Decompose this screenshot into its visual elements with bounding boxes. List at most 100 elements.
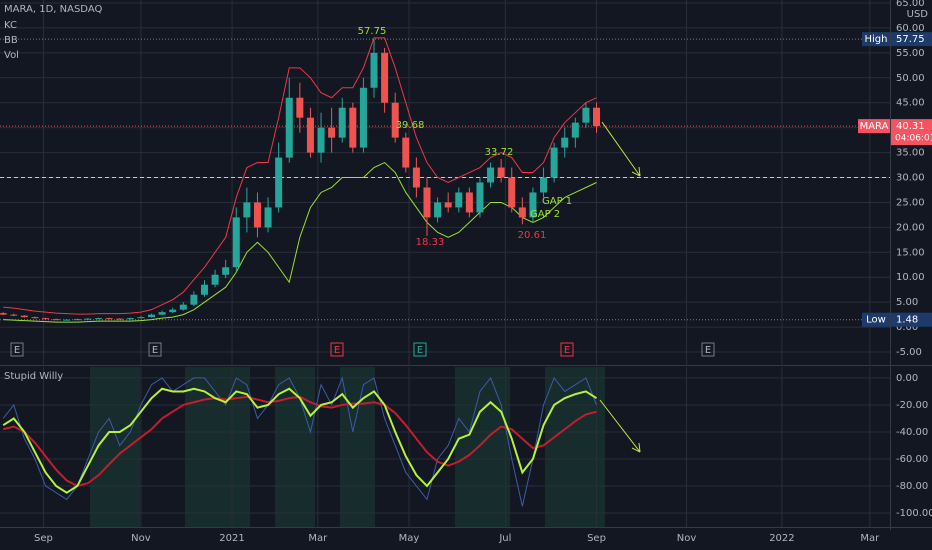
y-tick-label: 50.00 (896, 73, 925, 84)
x-tick-label: 2021 (219, 533, 244, 544)
annotation: 33.72 (485, 147, 514, 158)
tag-value: 1.48 (896, 315, 918, 326)
candle-body (508, 177, 516, 208)
candle-body (137, 317, 145, 319)
y-tick-label: -20.00 (896, 400, 928, 411)
candle-body (264, 207, 272, 228)
x-tick-label: Jul (498, 533, 511, 544)
candle-body (338, 107, 346, 138)
annotation: 18.33 (416, 237, 445, 248)
candle-body (370, 52, 378, 88)
indicator-line (3, 37, 597, 315)
candle-body (571, 122, 579, 138)
events: E E E E E E (10, 342, 715, 357)
tag-label: High (865, 34, 888, 45)
event-box (10, 342, 24, 357)
candle-body (296, 97, 304, 118)
y-tick-label: 10.00 (896, 272, 925, 283)
oscillator-title: Stupid Willy (4, 371, 63, 382)
candle-body (211, 274, 219, 285)
candle-body (126, 318, 134, 320)
candle-body (52, 319, 60, 321)
candle-body (243, 202, 251, 218)
indicator-label: KC (4, 20, 17, 31)
candle-body (148, 314, 156, 318)
candle-body (0, 313, 7, 315)
y-tick-label: -60.00 (896, 454, 928, 465)
candle-body (582, 107, 590, 123)
indicator-line (3, 161, 597, 323)
currency: USD (907, 9, 929, 20)
candle-body (275, 157, 283, 208)
annotation: 20.61 (518, 230, 547, 241)
x-tick-label: Mar (860, 533, 880, 544)
candle-body (550, 147, 558, 178)
shade (275, 367, 315, 527)
indicator-label: Vol (4, 50, 19, 61)
y-tick-label: 20.00 (896, 222, 925, 233)
candle-body (455, 192, 463, 208)
x-tick-label: May (399, 533, 420, 544)
candle-body (42, 318, 50, 320)
y-tick-label: 0.00 (896, 322, 918, 333)
candle-body (381, 52, 389, 103)
candle-body (423, 187, 431, 218)
tag-box (891, 312, 932, 327)
event-box (701, 342, 715, 357)
event-box (560, 342, 574, 357)
arrow (601, 121, 641, 177)
annotation: GAP 1 (542, 196, 572, 207)
candle-body (232, 217, 240, 268)
y-tick-label: 35.00 (896, 148, 925, 159)
event: E (152, 345, 158, 356)
tag-box (862, 312, 890, 327)
candle-body (179, 304, 187, 310)
candle-body (518, 207, 526, 218)
shade (185, 367, 250, 527)
tag-box (891, 119, 932, 146)
event-box (330, 342, 344, 357)
candle-body (359, 87, 367, 148)
candle-body (529, 192, 537, 218)
x-tick-label: Sep (587, 533, 606, 544)
candle-body (285, 97, 293, 158)
y-tick-label: 15.00 (896, 247, 925, 258)
y-tick-label: 5.00 (896, 297, 918, 308)
tag-box (858, 119, 890, 134)
candle-body (444, 202, 452, 208)
event: E (564, 345, 570, 356)
candle-body (20, 315, 28, 318)
event-box (148, 342, 162, 357)
candle-body (487, 167, 495, 183)
countdown: 04:06:01 (895, 134, 932, 144)
tag-label: Low (866, 315, 886, 326)
y-tick-label: 45.00 (896, 98, 925, 109)
y-tick-label: -100.00 (896, 508, 932, 519)
candle-body (593, 107, 601, 127)
x-tick-label: Nov (677, 533, 697, 544)
y-tick-label: -5.00 (896, 347, 922, 358)
candle-body (412, 167, 420, 188)
indicator-label: BB (4, 35, 18, 46)
candle-body (317, 127, 325, 153)
candle-body (253, 202, 261, 228)
y-tick-label: -80.00 (896, 481, 928, 492)
tag-value: 57.75 (896, 34, 925, 45)
candle-body (497, 167, 505, 178)
candle-body (540, 177, 548, 193)
candle-body (306, 117, 314, 153)
event: E (334, 345, 340, 356)
candle-body (105, 318, 113, 320)
candle-body (561, 137, 569, 148)
candle-body (434, 202, 442, 218)
y-tick-label: 55.00 (896, 48, 925, 59)
annotation: 39.68 (396, 120, 425, 131)
event: E (705, 345, 711, 356)
annotation: GAP 2 (530, 209, 560, 220)
candle-body (84, 318, 92, 320)
shade (455, 367, 510, 527)
y-tick-label: 30.00 (896, 173, 925, 184)
candle-body (402, 137, 410, 168)
event-box (413, 342, 427, 357)
